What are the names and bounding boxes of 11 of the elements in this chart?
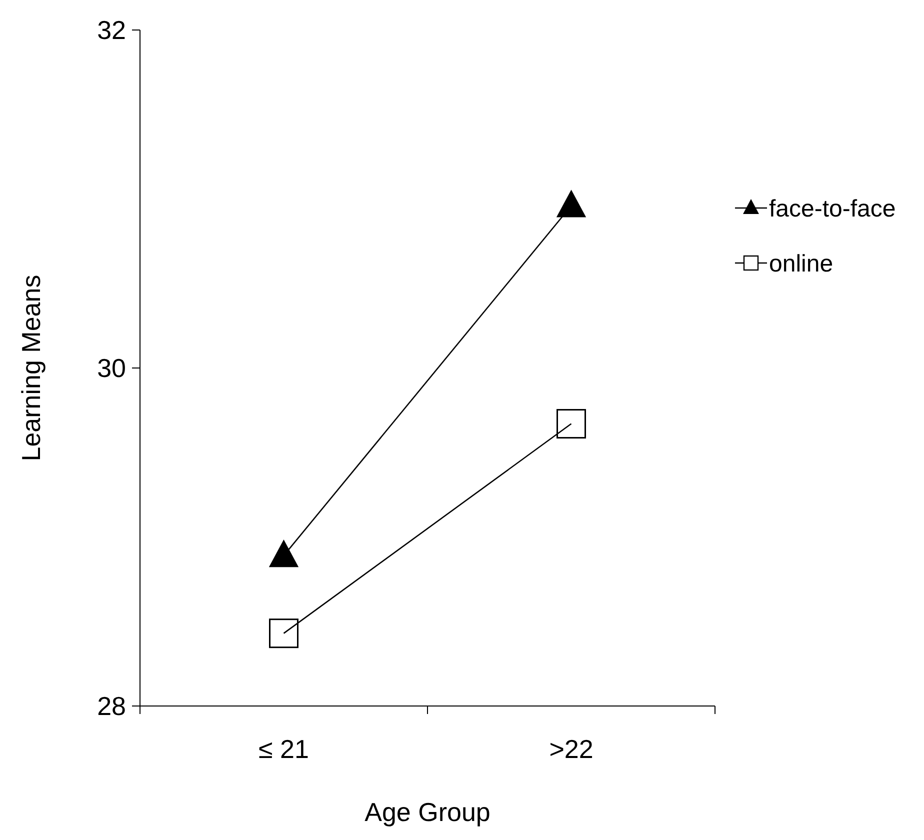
point — [556, 409, 586, 439]
legend-label: online — [769, 250, 834, 278]
x-axis-title: Age Group — [364, 797, 490, 827]
y-tick-label: 32 — [97, 15, 126, 46]
y-tick-label: 28 — [97, 691, 126, 722]
y-axis-title: Learning Means — [16, 274, 46, 462]
y-tick-label: 30 — [97, 353, 126, 384]
x-tick-label: >22 — [549, 734, 594, 764]
point — [269, 618, 298, 648]
legend-label: face-to-face — [769, 195, 896, 222]
x-tick-label: ≤ 21 — [258, 734, 309, 764]
